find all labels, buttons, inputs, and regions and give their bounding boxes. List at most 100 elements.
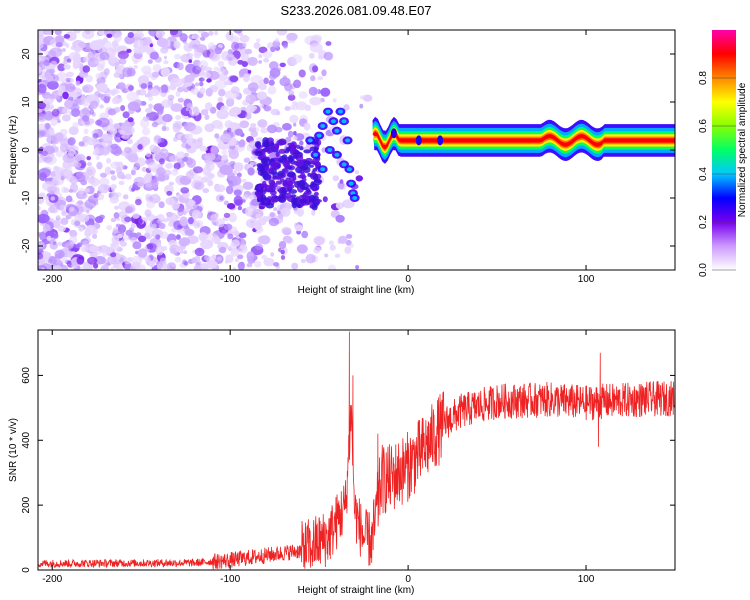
noise-blob <box>56 214 60 219</box>
noise-blob <box>261 216 269 223</box>
noise-blob <box>204 114 210 120</box>
noise-blob <box>175 90 181 97</box>
noise-blob <box>355 175 363 182</box>
noise-blob <box>98 177 110 187</box>
noise-blob <box>111 88 118 95</box>
noise-blob <box>354 170 359 175</box>
noise-blob <box>164 55 167 60</box>
noise-blob <box>153 193 159 199</box>
noise-blob <box>50 196 56 201</box>
noise-blob-dense <box>284 150 290 154</box>
noise-blob <box>97 184 110 194</box>
noise-blob <box>155 245 164 256</box>
noise-blob <box>108 89 113 94</box>
spectrogram-y-tick-label: -20 <box>21 238 32 253</box>
noise-blob <box>161 99 173 108</box>
noise-blob-dense <box>287 171 296 178</box>
noise-blob <box>63 187 70 193</box>
noise-blob <box>206 232 218 242</box>
noise-blob <box>87 256 98 265</box>
noise-blob <box>208 52 218 60</box>
noise-blob <box>151 71 160 78</box>
noise-blob <box>69 235 78 245</box>
noise-blob <box>242 194 249 201</box>
noise-blob <box>241 61 248 67</box>
noise-blob <box>106 257 111 262</box>
noise-blob <box>210 145 219 155</box>
noise-blob <box>187 138 198 147</box>
noise-blob <box>262 51 273 59</box>
noise-blob <box>123 146 132 154</box>
noise-blob-dense <box>278 140 287 146</box>
noise-blob <box>239 139 246 147</box>
signal-cluster-core <box>341 162 347 167</box>
noise-blob <box>158 222 166 230</box>
noise-blob <box>43 156 53 163</box>
noise-blob <box>137 30 143 36</box>
noise-blob <box>163 265 167 270</box>
noise-blob <box>174 53 181 60</box>
noise-blob <box>110 143 119 150</box>
noise-blob <box>115 167 123 174</box>
noise-blob <box>89 40 103 51</box>
noise-blob <box>152 182 159 189</box>
signal-cluster-core <box>313 152 319 157</box>
noise-blob <box>281 227 292 235</box>
noise-blob <box>46 135 57 145</box>
noise-blob <box>38 205 41 211</box>
noise-blob <box>41 150 48 156</box>
noise-blob <box>122 111 130 119</box>
spectrogram-y-tick-label: 0 <box>21 147 32 153</box>
noise-blob-dense <box>273 143 279 150</box>
noise-blob <box>247 82 259 92</box>
noise-blob <box>181 84 187 91</box>
noise-blob-dense <box>313 146 319 151</box>
noise-blob-dense <box>281 154 288 161</box>
noise-blob <box>179 33 188 42</box>
colorbar-gradient <box>712 30 736 270</box>
noise-blob <box>41 267 45 270</box>
noise-blob <box>48 255 57 265</box>
noise-blob <box>38 123 46 131</box>
noise-blob <box>192 221 201 229</box>
noise-blob <box>82 115 90 122</box>
noise-blob <box>197 137 204 142</box>
noise-blob <box>227 56 233 62</box>
noise-blob <box>318 247 322 251</box>
noise-blob <box>87 57 99 68</box>
noise-blob <box>177 97 184 103</box>
noise-blob <box>181 55 187 61</box>
noise-blob <box>95 73 103 79</box>
noise-blob <box>183 208 190 214</box>
noise-blob <box>199 81 204 87</box>
noise-blob <box>55 150 64 158</box>
noise-blob <box>237 245 248 254</box>
noise-blob <box>239 34 250 43</box>
noise-blob <box>99 52 110 61</box>
signal-cluster-core <box>307 138 313 143</box>
noise-blob <box>233 30 243 34</box>
noise-blob-dense <box>258 206 264 210</box>
noise-blob <box>113 33 122 43</box>
noise-blob <box>94 147 100 152</box>
noise-blob <box>149 88 160 97</box>
noise-blob <box>63 64 71 70</box>
snr-y-ticks: 0 200 400 600 <box>21 367 675 573</box>
noise-blob <box>288 90 295 96</box>
snr-x-tick-label: 100 <box>578 574 595 585</box>
noise-blob <box>73 161 82 168</box>
noise-blob <box>134 46 145 55</box>
noise-blob-dense <box>265 202 274 209</box>
noise-blob <box>111 40 119 48</box>
noise-blob <box>141 65 152 75</box>
noise-blob-dense <box>281 188 287 196</box>
noise-blob <box>86 156 91 161</box>
noise-blob <box>246 262 253 268</box>
noise-blob <box>86 209 90 214</box>
noise-blob <box>205 87 213 97</box>
noise-blob-dense <box>266 188 273 192</box>
noise-blob <box>76 256 85 265</box>
noise-blob <box>206 78 212 83</box>
snr-y-tick-label: 400 <box>21 431 32 448</box>
